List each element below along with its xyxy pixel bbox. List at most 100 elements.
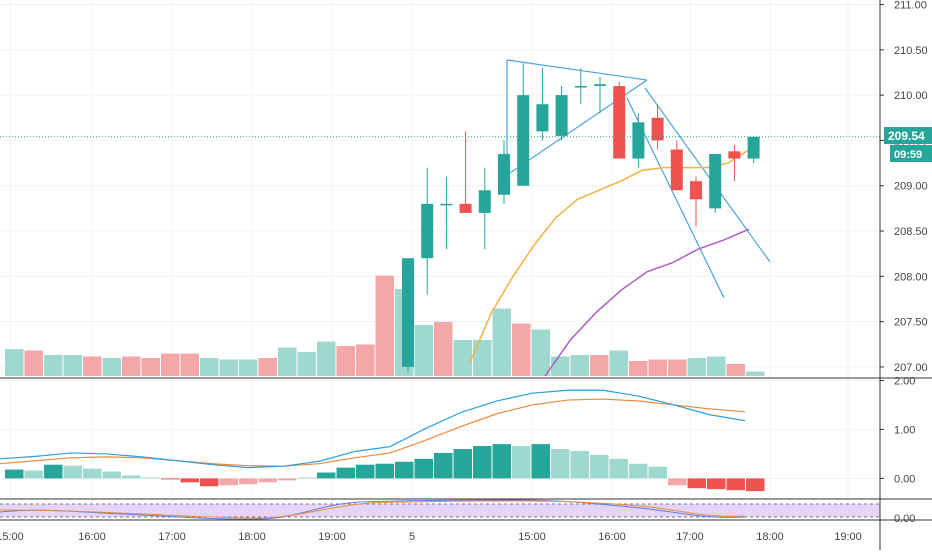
time-tick-label: 19:00 [318, 531, 346, 543]
trendline-segment[interactable] [644, 87, 771, 263]
volume-bar [239, 359, 258, 376]
macd-histogram-bar [668, 478, 687, 486]
macd-histogram-bar [375, 463, 394, 479]
macd-histogram-bar [687, 478, 706, 489]
macd-histogram-bar [122, 475, 141, 479]
candle-body [613, 86, 626, 159]
volume-bar [122, 356, 141, 376]
volume-bars [5, 275, 765, 376]
candlesticks [402, 63, 760, 372]
volume-bar [24, 350, 43, 376]
volume-bar [707, 356, 726, 376]
macd-histogram-bar [219, 478, 238, 486]
macd-histogram-bar [102, 471, 121, 479]
candle-body [709, 154, 722, 209]
trendline-segment[interactable] [506, 59, 648, 81]
macd-histogram-bar [473, 446, 492, 479]
candle-body [440, 203, 453, 206]
price-tick-label: 211.00 [894, 0, 927, 12]
macd-histogram-bar [492, 444, 511, 479]
macd-histogram-bar [590, 454, 609, 479]
macd-histogram-bar [551, 449, 570, 479]
macd-histogram-bar [141, 477, 160, 479]
candle-body [402, 258, 414, 367]
volume-bar [180, 353, 199, 376]
macd-histogram-bar [746, 478, 765, 492]
volume-bar [473, 340, 492, 376]
price-tick-label: 209.00 [894, 181, 928, 193]
volume-bar [687, 358, 706, 376]
price-tick-label: 210.00 [894, 90, 928, 102]
stochastic-pane [0, 498, 932, 521]
volume-bar [551, 356, 570, 376]
macd-histogram-bar [648, 466, 667, 479]
stochastic-d-line [0, 500, 745, 519]
volume-bar [5, 349, 24, 376]
volume-bar [375, 275, 394, 376]
time-tick-label: 17:00 [676, 531, 704, 543]
macd-histogram-bar [63, 465, 82, 479]
time-tick-label: 16:00 [78, 531, 106, 543]
volume-bar [297, 352, 316, 376]
fast-moving-average-line [469, 148, 750, 363]
macd-histogram-bar [24, 470, 43, 479]
price-tick-label: 207.50 [894, 317, 928, 329]
candle-body [728, 151, 741, 159]
price-tick-label: 208.00 [894, 271, 928, 283]
time-tick-label: 17:00 [158, 531, 186, 543]
volume-bar [590, 355, 609, 376]
time-tick-label: 18:00 [756, 531, 784, 543]
last-price-label: 209.54 [888, 129, 925, 143]
time-tick-label: 16:00 [598, 531, 626, 543]
volume-bar [219, 359, 238, 376]
slow-moving-average-line [544, 228, 750, 377]
volume-bar [512, 323, 531, 376]
macd-tick-label: 2.00 [894, 375, 915, 387]
candle-body [747, 136, 760, 159]
macd-histogram-bar [453, 449, 472, 479]
macd-histogram-bar [83, 468, 102, 479]
macd-histogram-bar [707, 478, 726, 490]
candle-body [594, 84, 606, 87]
candle-body [498, 154, 510, 195]
candle-body [632, 122, 645, 159]
macd-histogram-bar [200, 478, 219, 487]
volume-bar [668, 359, 687, 376]
candle-body [517, 95, 530, 186]
grid-layer [0, 0, 880, 520]
volume-bar [434, 322, 453, 376]
macd-histogram-bar [180, 478, 199, 483]
macd-histogram-bar [278, 478, 297, 481]
volume-bar [531, 329, 550, 376]
time-tick-label: 15:00 [0, 531, 24, 543]
macd-histogram-bar [414, 458, 433, 479]
volume-bar [317, 341, 336, 376]
stochastic-tick-label: 0.00 [894, 513, 915, 525]
macd-histogram-bar [395, 461, 414, 479]
volume-bar [161, 353, 180, 376]
volume-bar [648, 359, 667, 376]
volume-bar [414, 325, 433, 376]
macd-line [0, 389, 746, 469]
macd-histogram-bar [609, 458, 628, 479]
macd-histogram-bar [726, 478, 745, 491]
volume-bar [141, 358, 160, 376]
volume-bar [356, 344, 375, 376]
macd-histogram-bar [239, 478, 258, 485]
countdown-label: 09:59 [894, 149, 922, 161]
time-tick-label: 5 [409, 531, 415, 543]
price-tick-label: 208.50 [894, 226, 928, 238]
macd-histogram-bar [44, 464, 63, 479]
macd-pane [0, 377, 932, 492]
candle-body [555, 95, 568, 136]
triangle-pattern-drawing[interactable] [506, 59, 771, 299]
candle-body [574, 86, 587, 88]
candle-body [690, 181, 702, 200]
candle-body [651, 117, 664, 141]
volume-bar [746, 371, 765, 376]
volume-bar [102, 358, 121, 376]
candle-body [536, 104, 549, 132]
